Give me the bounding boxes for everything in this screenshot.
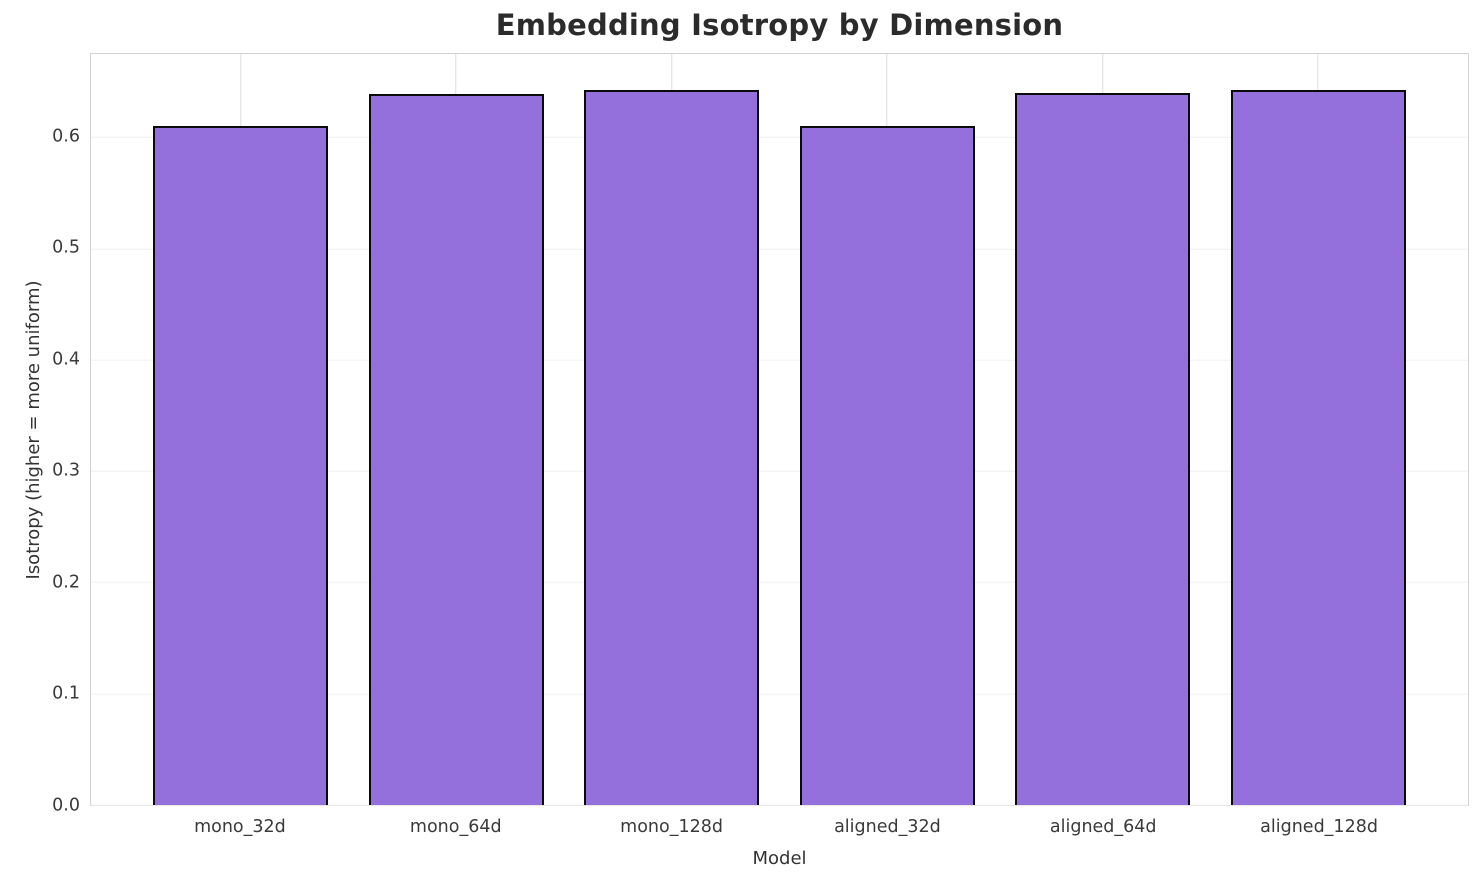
gridline-horizontal [91, 137, 1468, 139]
gridline-horizontal [91, 693, 1468, 695]
bar-mono_128d [584, 89, 760, 805]
y-tick-label: 0.0 [52, 795, 80, 816]
chart-title: Embedding Isotropy by Dimension [495, 8, 1064, 42]
bar-slot [133, 54, 349, 805]
bar-slots [91, 54, 1468, 805]
bar-slot [780, 54, 996, 805]
plot-area [90, 53, 1469, 806]
x-tick-label: mono_32d [194, 817, 286, 837]
y-tick-label: 0.1 [52, 683, 80, 704]
y-tick-label: 0.4 [52, 349, 80, 370]
gridline-horizontal [91, 470, 1468, 472]
y-tick-label: 0.6 [52, 125, 80, 146]
bar-slot [995, 54, 1211, 805]
bar-aligned_64d [1015, 92, 1191, 805]
x-tick-label: mono_128d [620, 817, 723, 837]
y-tick-label: 0.2 [52, 572, 80, 593]
bar-slot [564, 54, 780, 805]
gridline-horizontal [91, 582, 1468, 584]
gridline-horizontal [91, 804, 1468, 806]
bar-mono_32d [153, 126, 329, 805]
gridline-horizontal [91, 359, 1468, 361]
bar-aligned_32d [799, 126, 975, 805]
bar-mono_64d [368, 94, 544, 805]
bar-slot [349, 54, 565, 805]
y-tick-label: 0.5 [52, 237, 80, 258]
x-axis-label: Model [752, 848, 807, 869]
gridline-horizontal [91, 248, 1468, 250]
bar-aligned_128d [1230, 89, 1406, 805]
x-tick-row: mono_32d mono_64d mono_128d aligned_32d alig… [90, 817, 1469, 837]
y-tick-layer: 0.0 0.1 0.2 0.3 0.4 0.5 0.6 [0, 53, 80, 813]
y-tick-label: 0.3 [52, 460, 80, 481]
x-tick-label: aligned_64d [1049, 817, 1157, 837]
bar-slot [1211, 54, 1427, 805]
x-tick-label: aligned_128d [1260, 817, 1378, 837]
x-tick-label: mono_64d [409, 817, 502, 837]
x-tick-label: aligned_32d [834, 817, 941, 837]
